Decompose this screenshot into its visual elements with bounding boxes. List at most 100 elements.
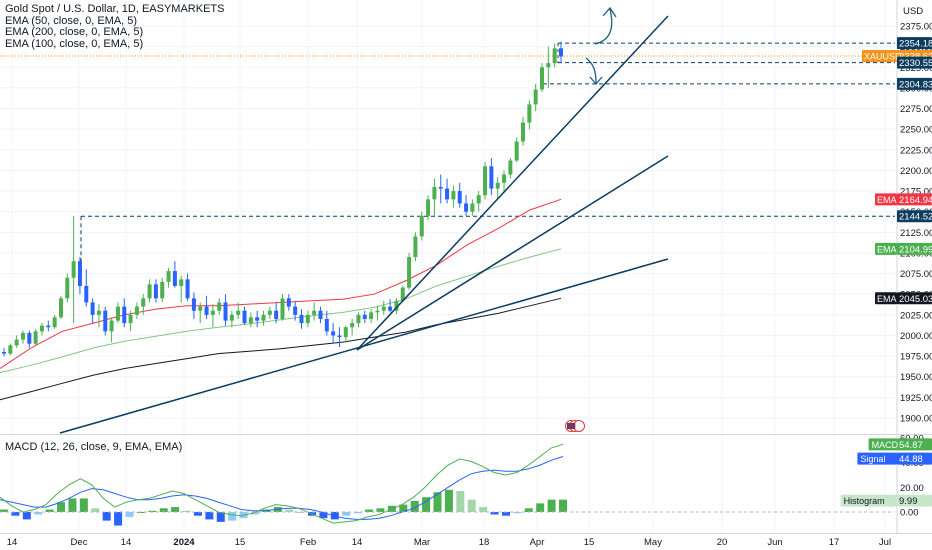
histogram-bar xyxy=(171,507,180,512)
legend-title[interactable]: Gold Spot / U.S. Dollar, 1D, EASYMARKETS xyxy=(5,3,225,15)
candle-body xyxy=(419,215,424,237)
candle-body xyxy=(128,314,133,324)
candle-body xyxy=(476,195,481,204)
candle-body xyxy=(103,310,108,332)
x-tick-label: 15 xyxy=(584,537,595,548)
macd-legend[interactable]: MACD (12, 26, close, 9, EMA, EMA) xyxy=(5,441,183,453)
candle-body xyxy=(46,325,51,328)
candle-body xyxy=(242,310,247,324)
price-tags: 2354.182338.62XAUUSD2330.552304.832164.9… xyxy=(840,37,932,507)
candle-body xyxy=(84,285,89,303)
candle-body xyxy=(248,317,253,324)
histogram-bar xyxy=(342,512,351,516)
candle-body xyxy=(141,298,146,307)
candle-body xyxy=(312,310,317,315)
candle-body xyxy=(343,327,348,338)
candle-body xyxy=(147,284,152,299)
histogram-bar xyxy=(45,509,54,512)
y-tick-label: 2275.00 xyxy=(900,104,932,115)
candle-body xyxy=(483,166,488,196)
horizontal-levels xyxy=(0,42,895,286)
level-tag-2304: 2304.83 xyxy=(899,79,932,90)
signal-tag-value-bg xyxy=(897,452,932,465)
candle-body xyxy=(134,306,139,315)
x-tick-label: 15 xyxy=(235,537,246,548)
candle-body xyxy=(337,335,342,338)
histogram-bar xyxy=(159,508,168,512)
candle-body xyxy=(267,310,272,315)
histogram-bar xyxy=(228,512,237,521)
x-tick-label: Dec xyxy=(71,537,88,548)
candle-body xyxy=(318,310,323,319)
candle-body xyxy=(280,298,285,319)
arrow-down xyxy=(585,57,597,84)
histogram-bar xyxy=(399,504,408,512)
ema100-tag-label: EMA xyxy=(877,294,897,304)
legend-ema50[interactable]: EMA (50, close, 0, EMA, 5) xyxy=(5,14,138,27)
currency-label: USD xyxy=(903,6,923,17)
candle-body xyxy=(96,310,101,315)
histogram-tag-label-bg xyxy=(840,494,897,507)
legend-ema200[interactable]: EMA (200, close, 0, EMA, 5) xyxy=(5,26,144,39)
histogram-bar xyxy=(182,510,191,512)
macd-y-tick-label: 0.00 xyxy=(900,508,919,519)
symbol-tag-bg xyxy=(862,50,897,63)
level-tag-2144: 2144.52 xyxy=(899,212,932,223)
candle-body xyxy=(33,331,38,344)
histogram-bar xyxy=(433,492,442,512)
level-tag-2304-bg xyxy=(897,77,932,90)
candle-body xyxy=(375,310,380,313)
y-tick-label: 2175.00 xyxy=(900,187,932,198)
candle-body xyxy=(198,306,203,311)
candle-body xyxy=(381,306,386,311)
macd-tag-value-bg xyxy=(897,438,932,451)
candle-body xyxy=(521,122,526,142)
candle-body xyxy=(527,104,532,123)
ema200-line-group xyxy=(0,297,562,401)
histogram-bar xyxy=(68,498,77,512)
histogram-bar xyxy=(456,491,465,512)
candle-body xyxy=(559,48,563,57)
ema100-line xyxy=(0,297,562,401)
x-tick-label: 2024 xyxy=(173,537,195,548)
y-tick-label: 1900.00 xyxy=(900,414,932,425)
candle-body xyxy=(293,306,298,315)
trendline-steep xyxy=(356,15,669,351)
candle-body xyxy=(27,332,32,344)
arrows xyxy=(585,6,617,85)
axes xyxy=(0,0,932,534)
histogram-bar xyxy=(250,512,259,515)
macd-y-tick-label: 20.00 xyxy=(900,483,924,494)
macd-tag-label-bg xyxy=(868,438,897,451)
histogram-bar xyxy=(479,507,488,512)
histogram-bar xyxy=(79,498,88,512)
candle-body xyxy=(2,351,6,354)
candle-body xyxy=(305,314,310,324)
candle-body xyxy=(489,166,494,189)
candle-body xyxy=(223,302,228,321)
candle-body xyxy=(514,141,519,161)
arrow-up-head xyxy=(602,6,617,18)
candle-body xyxy=(261,314,266,321)
candle-body xyxy=(552,48,557,64)
x-tick-label: Jul xyxy=(879,537,891,548)
histogram-bar xyxy=(444,489,453,512)
candle-body xyxy=(324,318,329,332)
arrow-down-head xyxy=(589,76,603,85)
y-tick-label: 1950.00 xyxy=(900,372,932,383)
candle-body xyxy=(20,332,25,340)
histogram-bar xyxy=(490,512,499,515)
histogram-bar xyxy=(513,512,522,514)
signal-tag-value: 44.88 xyxy=(899,454,923,465)
candle-body xyxy=(546,63,551,68)
candle-body xyxy=(369,312,374,319)
level-tag-2354: 2354.18 xyxy=(899,39,932,50)
x-tick-label: 14 xyxy=(121,537,132,548)
signal-tag-label-bg xyxy=(857,452,897,465)
candle-body xyxy=(299,314,304,324)
ema100-tag: 2045.03 xyxy=(899,294,932,305)
legend-ema100[interactable]: EMA (100, close, 0, EMA, 5) xyxy=(5,37,144,50)
trendline-long xyxy=(59,258,669,434)
x-tick-label: May xyxy=(644,537,662,548)
